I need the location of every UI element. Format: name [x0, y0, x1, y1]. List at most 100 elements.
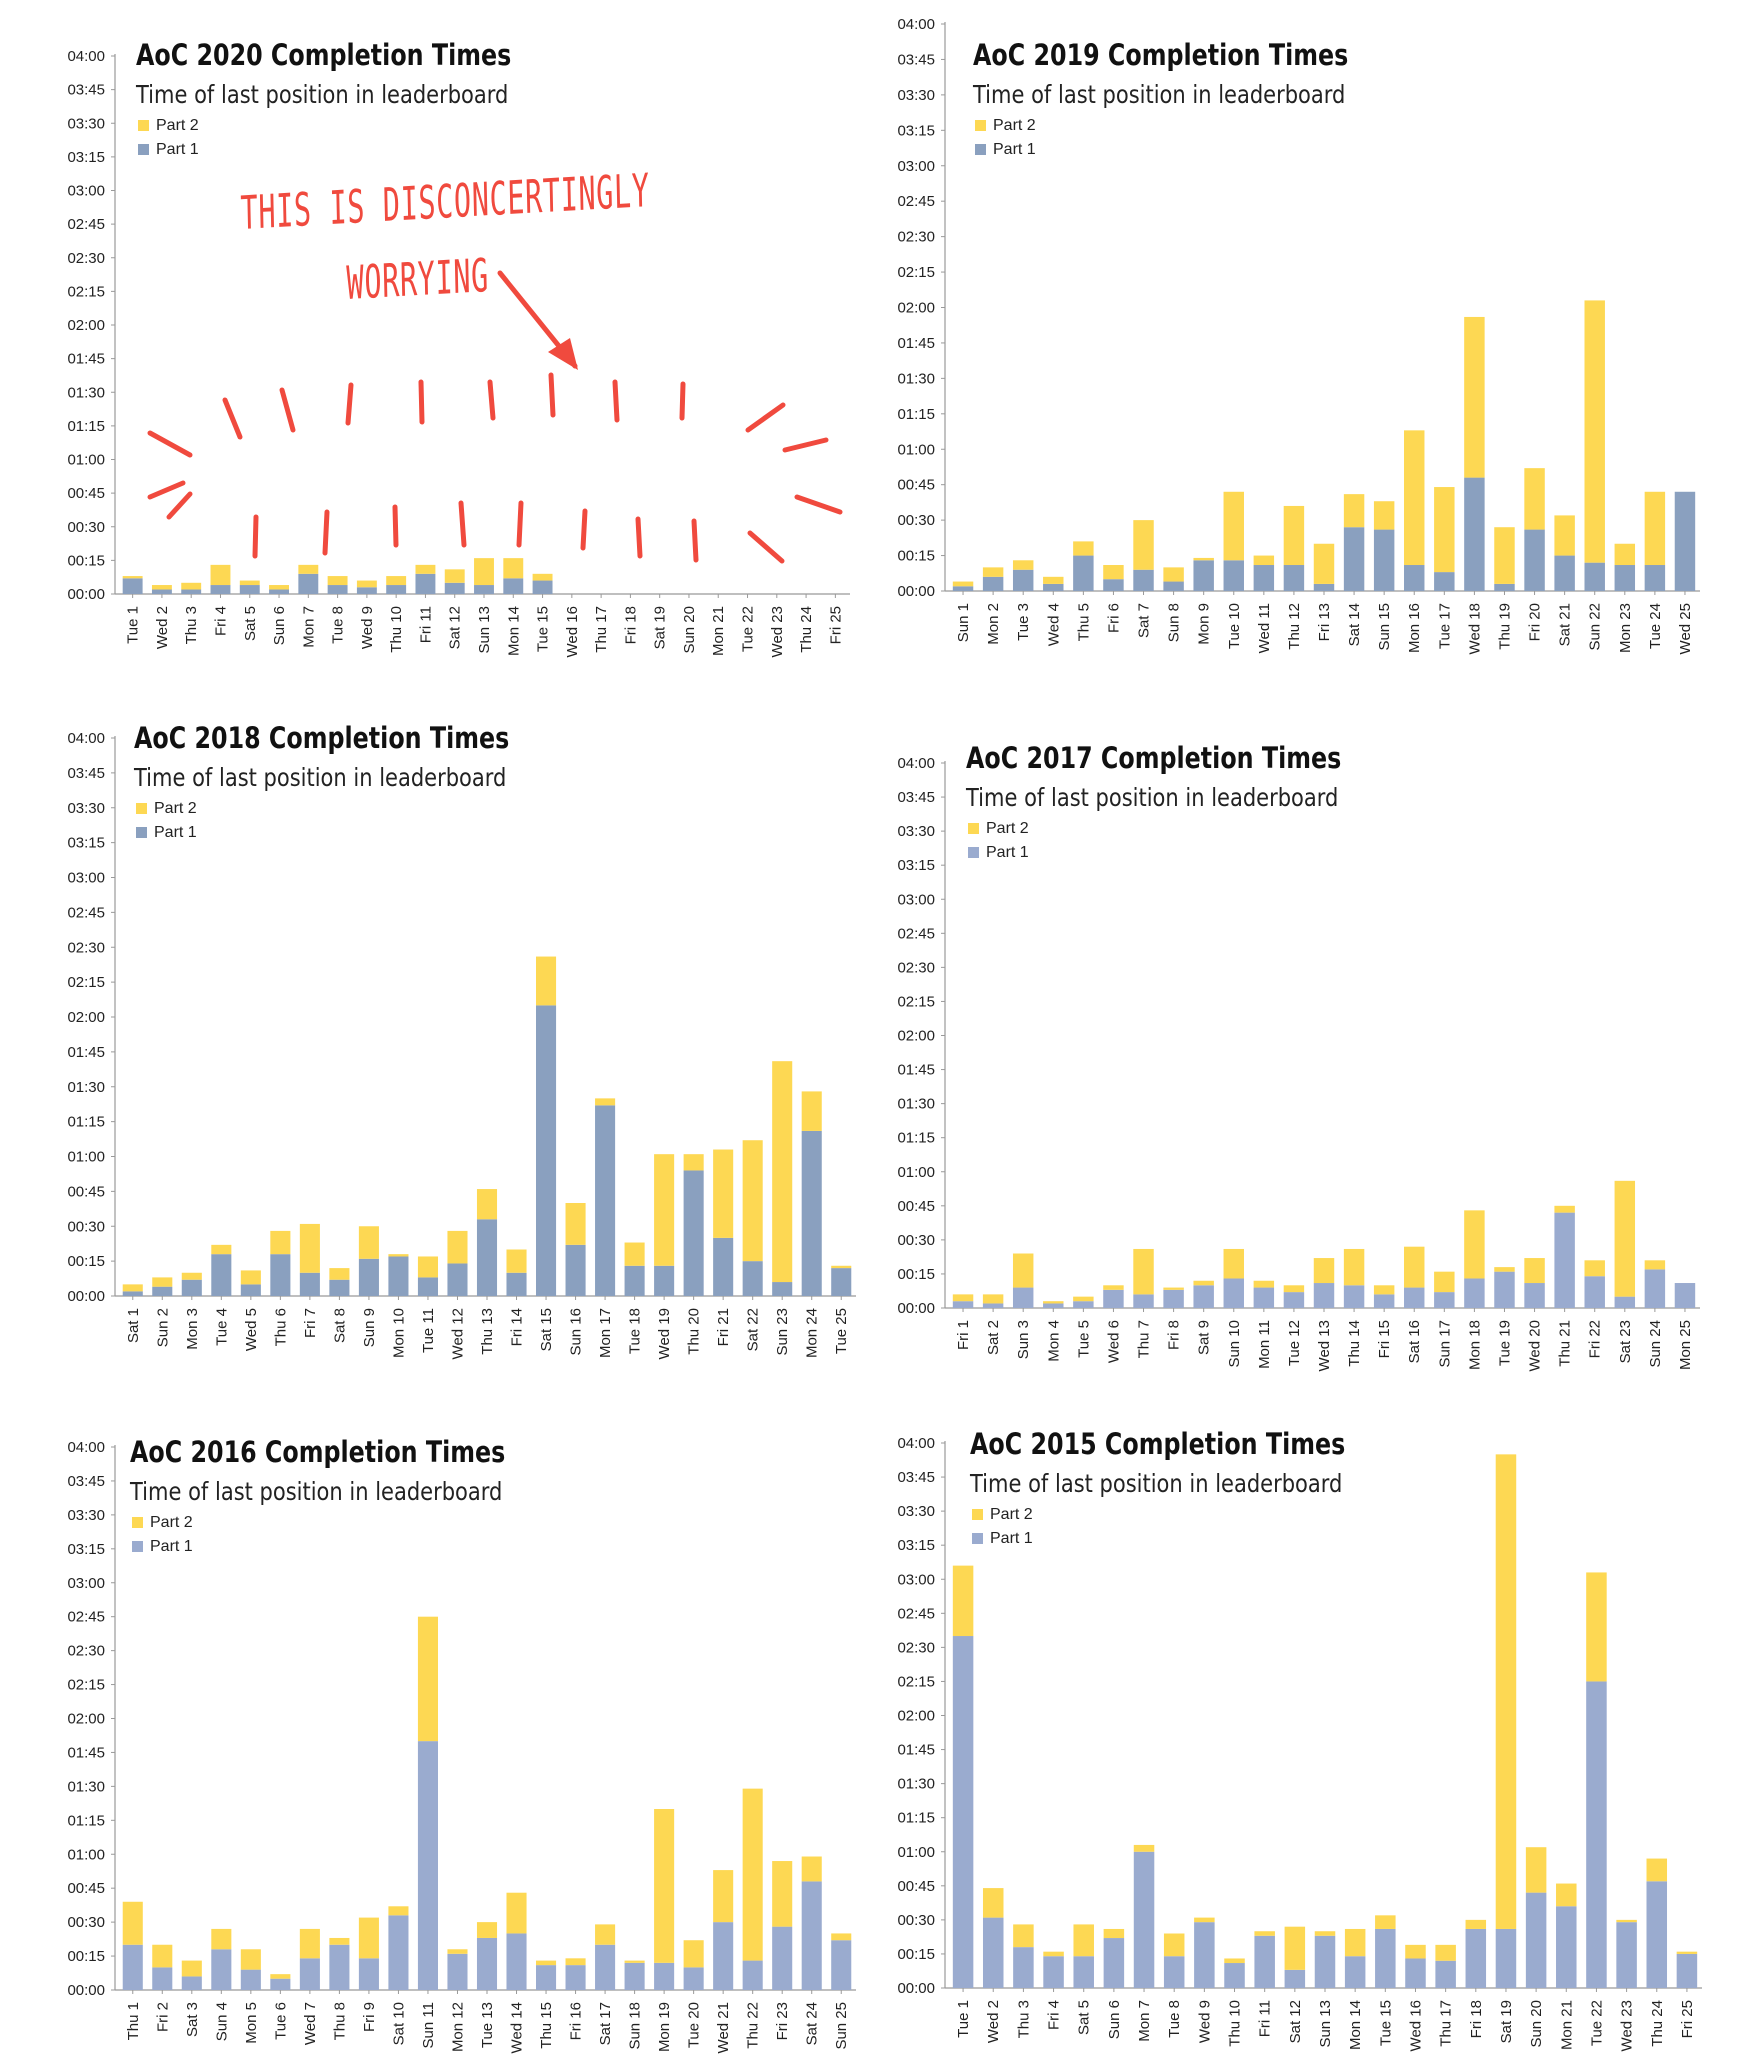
- bar-part1-3: [1013, 1947, 1034, 1988]
- legend-part2: Part 2: [972, 1505, 1033, 1525]
- x-tick-label: Fri 18: [622, 606, 639, 644]
- y-tick-label: 00:00: [897, 1980, 935, 1997]
- y-tick-label: 01:15: [67, 1812, 105, 1829]
- y-tick-label: 01:00: [897, 1164, 935, 1181]
- bar-part1-7: [299, 1958, 320, 1990]
- legend-swatch-icon: [975, 120, 986, 131]
- bar-part1-16: [565, 1965, 586, 1990]
- y-tick-label: 02:45: [897, 1605, 935, 1622]
- bar-part1-16: [1404, 565, 1425, 591]
- bar-part1-25: [1676, 1953, 1698, 1988]
- bar-part1-20: [1524, 1283, 1545, 1308]
- bar-part1-12: [444, 582, 465, 594]
- y-tick-label: 03:45: [67, 765, 105, 782]
- bar-part2-1: [952, 1565, 974, 1637]
- bar-part2-13: [476, 1189, 498, 1220]
- bar-part1-11: [415, 573, 436, 594]
- y-tick-label: 02:45: [67, 904, 105, 921]
- x-tick-label: Sat 1: [125, 1308, 142, 1343]
- bar-part1-1: [122, 1291, 143, 1296]
- x-tick-label: Fri 11: [417, 606, 434, 643]
- bar-part1-1: [122, 1944, 143, 1990]
- bar-part2-8: [1163, 1933, 1185, 1957]
- bar-part2-14: [506, 1892, 527, 1934]
- bar-part2-7: [1133, 1248, 1154, 1295]
- bar-part1-15: [536, 1965, 557, 1990]
- bar-part2-13: [476, 1922, 498, 1938]
- bar-part2-9: [356, 580, 377, 588]
- bar-part1-13: [1313, 583, 1335, 591]
- legend-label: Part 1: [986, 844, 1029, 861]
- bar-part1-22: [1586, 1681, 1607, 1988]
- bar-part2-9: [1193, 1280, 1214, 1286]
- legend-label: Part 2: [990, 1506, 1033, 1523]
- bar-part1-14: [1344, 1956, 1366, 1988]
- x-tick-label: Sun 25: [833, 2002, 850, 2050]
- y-tick-label: 02:00: [67, 317, 105, 334]
- bar-part1-11: [1253, 565, 1275, 591]
- bar-part1-1: [952, 1636, 974, 1988]
- bar-part1-19: [654, 1962, 675, 1990]
- x-tick-label: Thu 17: [593, 606, 610, 653]
- emphasis-ray-icon: [166, 491, 193, 520]
- y-tick-label: 02:30: [897, 229, 935, 246]
- x-tick-label: Tue 15: [535, 606, 552, 652]
- y-tick-label: 01:30: [67, 1079, 105, 1096]
- emphasis-ray-icon: [745, 402, 786, 433]
- chart-subtitle: Time of last position in leaderboard: [966, 783, 1339, 812]
- bar-part2-7: [298, 564, 319, 574]
- bar-part1-4: [1043, 583, 1064, 591]
- y-tick-label: 03:45: [67, 1473, 105, 1490]
- x-tick-label: Sat 12: [447, 606, 464, 649]
- y-tick-label: 00:30: [67, 519, 105, 536]
- y-tick-label: 04:00: [67, 1439, 105, 1456]
- bar-part2-22: [1584, 300, 1605, 563]
- bar-part2-15: [536, 956, 557, 1006]
- bar-part2-24: [801, 1856, 822, 1882]
- bar-part1-15: [1375, 1928, 1396, 1988]
- y-tick-label: 00:45: [67, 1880, 105, 1897]
- bar-part1-24: [801, 1130, 822, 1296]
- y-tick-label: 03:15: [67, 835, 105, 852]
- x-tick-label: Sun 17: [1436, 1320, 1453, 1368]
- bar-part2-6: [1103, 1928, 1125, 1939]
- bar-part1-23: [1614, 1296, 1636, 1308]
- x-tick-label: Wed 4: [1045, 603, 1062, 646]
- x-tick-label: Wed 18: [1466, 603, 1483, 654]
- x-tick-label: Sun 8: [1166, 603, 1183, 642]
- bar-part1-9: [1193, 1285, 1214, 1308]
- bar-part2-13: [1314, 1931, 1336, 1936]
- legend-label: Part 1: [990, 1530, 1033, 1547]
- legend-swatch-icon: [972, 1509, 983, 1520]
- bar-part2-2: [982, 1888, 1004, 1918]
- x-tick-label: Sun 16: [568, 1308, 585, 1356]
- x-tick-label: Mon 17: [597, 1308, 614, 1358]
- y-tick-label: 03:30: [67, 800, 105, 817]
- bar-part2-1: [952, 581, 974, 587]
- bar-part1-8: [329, 1279, 350, 1296]
- y-tick-label: 03:45: [897, 789, 935, 806]
- bar-part2-20: [683, 1940, 704, 1968]
- x-tick-label: Thu 8: [331, 2002, 348, 2040]
- y-tick-label: 04:00: [897, 755, 935, 772]
- chart-subtitle: Time of last position in leaderboard: [970, 1469, 1343, 1498]
- x-tick-label: Fri 13: [1316, 603, 1333, 641]
- y-tick-label: 02:00: [897, 1708, 935, 1725]
- bar-part2-5: [1073, 541, 1094, 556]
- x-tick-label: Sun 24: [1647, 1320, 1664, 1368]
- x-tick-label: Wed 16: [1407, 2000, 1424, 2051]
- bar-part1-23: [772, 1926, 793, 1990]
- bar-part1-6: [270, 1254, 291, 1296]
- x-tick-label: Thu 12: [1286, 603, 1303, 650]
- x-tick-label: Sun 11: [420, 2002, 437, 2048]
- legend-label: Part 1: [150, 1538, 193, 1555]
- y-tick-label: 00:30: [897, 512, 935, 529]
- x-tick-label: Fri 22: [1587, 1320, 1604, 1358]
- chart-title: AoC 2018 Completion Times: [134, 721, 510, 755]
- bar-part2-4: [211, 1928, 232, 1950]
- x-tick-label: Tue 1: [125, 606, 142, 644]
- y-tick-label: 02:15: [897, 1673, 935, 1690]
